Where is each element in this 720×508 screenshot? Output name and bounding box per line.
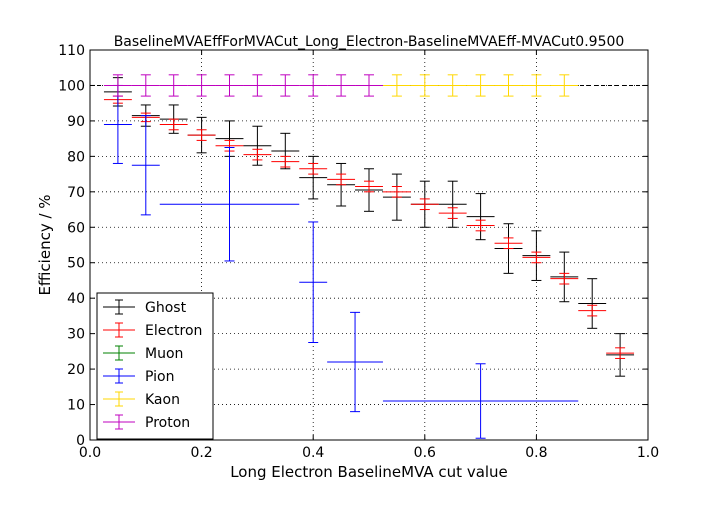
data-point [410, 198, 439, 211]
legend-label: Pion [145, 369, 174, 385]
y-tick-label: 60 [67, 220, 85, 236]
data-point [438, 180, 467, 228]
y-tick-label: 30 [67, 327, 85, 343]
data-point [522, 74, 551, 97]
data-point [131, 115, 160, 216]
chart-title: BaselineMVAEffForMVACut_Long_Electron-Ba… [114, 34, 625, 50]
x-axis-label: Long Electron BaselineMVA cut value [230, 463, 508, 481]
y-axis-label: Efficiency / % [36, 194, 54, 295]
data-point [159, 74, 188, 97]
legend-label: Muon [145, 346, 183, 362]
data-point [243, 148, 272, 161]
series-kaon [382, 74, 579, 97]
data-point [438, 74, 467, 97]
data-point [243, 74, 272, 97]
data-point [159, 147, 300, 262]
data-point [103, 74, 132, 97]
y-tick-label: 80 [67, 149, 85, 165]
data-point [494, 74, 523, 97]
y-tick-label: 90 [67, 114, 85, 130]
axes-frame [89, 49, 649, 441]
data-point [299, 74, 328, 97]
data-point [522, 251, 551, 264]
x-tick-label: 0.4 [302, 445, 324, 461]
y-tick-label: 20 [67, 362, 85, 378]
y-tick-label: 40 [67, 291, 85, 307]
y-tick-label: 70 [67, 185, 85, 201]
data-point [382, 74, 411, 97]
data-point [215, 139, 244, 152]
data-point [466, 74, 495, 97]
x-tick-label: 1.0 [637, 445, 659, 461]
data-point [550, 74, 579, 97]
data-point [271, 74, 300, 97]
data-point [327, 173, 356, 186]
data-point [438, 207, 467, 219]
data-point [299, 221, 328, 343]
x-tick-label: 0.2 [190, 445, 212, 461]
legend-item: Proton [103, 414, 190, 431]
data-point [578, 278, 607, 329]
data-point [355, 180, 383, 193]
legend-item: Ghost [103, 299, 187, 316]
data-point [187, 129, 216, 141]
data-point [299, 162, 328, 175]
y-tick-label: 50 [67, 256, 85, 272]
legend: Ghost Electron Muon Pion Kaon Proton [96, 292, 214, 440]
data-point [466, 219, 495, 232]
legend-label: Kaon [145, 392, 180, 408]
data-point [382, 186, 411, 198]
legend-label: Proton [145, 415, 190, 431]
data-point [159, 118, 188, 131]
series-proton [103, 74, 383, 97]
data-point [410, 74, 439, 97]
x-tick-label: 0.0 [79, 445, 101, 461]
x-tick-label: 0.8 [525, 445, 547, 461]
data-point [271, 155, 300, 168]
legend-item: Pion [103, 368, 174, 385]
data-point [606, 347, 635, 359]
y-tick-label: 110 [58, 43, 85, 59]
data-point [578, 304, 607, 317]
legend-item: Muon [103, 345, 183, 362]
legend-label: Ghost [145, 300, 187, 316]
data-point [550, 272, 579, 285]
data-point [466, 193, 495, 241]
data-point [355, 74, 383, 97]
legend-item: Electron [103, 322, 202, 339]
y-tick-label: 100 [58, 78, 85, 94]
data-point [494, 237, 523, 250]
y-tick-label: 0 [76, 433, 85, 449]
legend-item: Kaon [103, 391, 180, 408]
y-tick-label: 10 [67, 398, 85, 414]
data-point [327, 311, 383, 413]
data-point [131, 74, 160, 97]
x-tick-label: 0.6 [414, 445, 436, 461]
data-point [382, 363, 579, 439]
data-point [215, 74, 244, 97]
series-electron [103, 95, 635, 359]
data-point [327, 74, 356, 97]
legend-label: Electron [145, 323, 202, 339]
data-point [187, 74, 216, 97]
